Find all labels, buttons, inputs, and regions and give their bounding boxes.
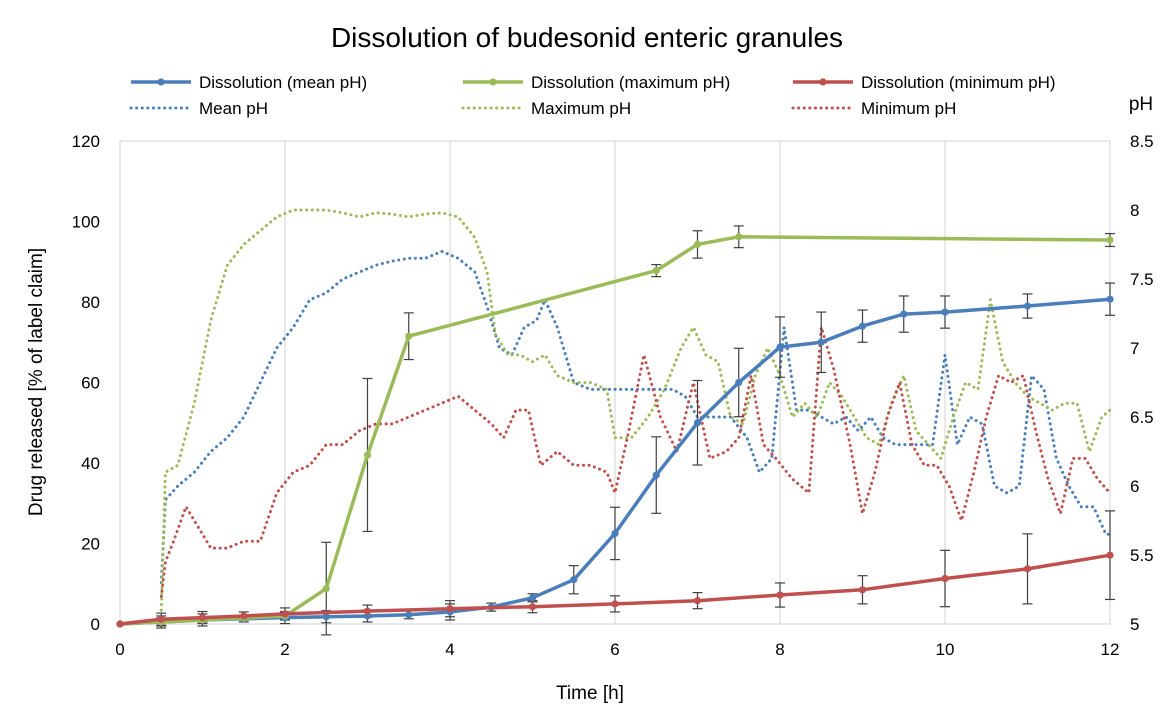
x-tick-label: 6 <box>610 640 619 659</box>
legend-label-dissolution-minimum-ph: Dissolution (minimum pH) <box>861 73 1056 92</box>
x-tick-label: 12 <box>1101 640 1120 659</box>
legend-label-minimum-ph: Minimum pH <box>861 99 956 118</box>
y-tick-label: 60 <box>81 374 100 393</box>
data-point-dissolution-minimum-ph <box>446 605 454 613</box>
legend-marker-dissolution-mean-ph <box>157 78 165 86</box>
y2-tick-label: 6.5 <box>1130 408 1154 427</box>
gridlines <box>284 141 946 624</box>
x-tick-label: 10 <box>936 640 955 659</box>
y2-tick-label: 8.5 <box>1130 132 1154 151</box>
data-point-dissolution-mean-ph <box>900 310 908 318</box>
plot-frame <box>119 140 1111 625</box>
series-line-maximum-ph <box>159 208 1112 612</box>
data-point-dissolution-mean-ph <box>611 529 619 538</box>
data-point-dissolution-minimum-ph <box>693 597 702 605</box>
data-point-dissolution-mean-ph <box>570 576 578 584</box>
data-point-dissolution-maximum-ph <box>322 584 330 593</box>
data-point-dissolution-mean-ph <box>322 613 330 621</box>
y2-tick-label: 5.5 <box>1130 546 1154 565</box>
x-tick-label: 2 <box>280 640 289 659</box>
legend-label-maximum-ph: Maximum pH <box>531 99 631 118</box>
data-point-dissolution-minimum-ph <box>941 574 949 583</box>
legend-marker-dissolution-maximum-ph <box>489 78 497 86</box>
data-point-dissolution-minimum-ph <box>528 603 537 611</box>
ph-series-layer <box>159 208 1112 612</box>
y-tick-label: 100 <box>72 213 100 232</box>
data-point-dissolution-mean-ph <box>528 594 537 602</box>
data-point-dissolution-minimum-ph <box>157 615 165 623</box>
data-point-dissolution-mean-ph <box>776 343 784 351</box>
data-point-dissolution-minimum-ph <box>858 586 867 594</box>
data-point-dissolution-maximum-ph <box>405 332 413 340</box>
data-point-dissolution-minimum-ph <box>611 600 619 608</box>
data-point-dissolution-mean-ph <box>735 378 743 387</box>
error-bars-layer <box>156 225 1115 636</box>
data-point-dissolution-mean-ph <box>858 322 867 330</box>
data-point-dissolution-mean-ph <box>1106 295 1114 303</box>
data-point-dissolution-minimum-ph <box>363 607 372 615</box>
data-point-dissolution-mean-ph <box>941 308 949 316</box>
y2-tick-label: 7.5 <box>1130 270 1154 289</box>
data-point-dissolution-maximum-ph <box>652 267 660 275</box>
series-line-dissolution-maximum-ph <box>118 235 1112 626</box>
data-point-dissolution-maximum-ph <box>693 240 702 249</box>
y2-tick-label: 7 <box>1130 339 1139 358</box>
series-line-minimum-ph <box>159 325 1112 598</box>
data-point-dissolution-minimum-ph <box>281 610 289 618</box>
legend-label-mean-ph: Mean pH <box>199 99 268 118</box>
y-tick-label: 120 <box>72 132 100 151</box>
x-tick-label: 0 <box>115 640 124 659</box>
data-point-dissolution-mean-ph <box>817 338 825 346</box>
x-tick-label: 8 <box>775 640 784 659</box>
y-tick-label: 0 <box>91 615 100 634</box>
legend-label-dissolution-mean-ph: Dissolution (mean pH) <box>199 73 367 92</box>
x-tick-label: 4 <box>445 640 454 659</box>
legend-marker-dissolution-minimum-ph <box>819 78 827 86</box>
y-tick-label: 20 <box>81 535 100 554</box>
legend-label-dissolution-maximum-ph: Dissolution (maximum pH) <box>531 73 730 92</box>
y2-tick-label: 6 <box>1130 477 1139 496</box>
data-point-dissolution-mean-ph <box>693 419 702 427</box>
data-point-dissolution-minimum-ph <box>776 591 784 599</box>
y2-axis-title: pH <box>1129 94 1153 115</box>
data-point-dissolution-minimum-ph <box>198 613 207 622</box>
chart-title: Dissolution of budesonid enteric granule… <box>331 22 843 53</box>
data-point-dissolution-maximum-ph <box>363 451 372 459</box>
x-axis-title: Time [h] <box>556 683 624 704</box>
series-line-mean-ph <box>159 249 1112 585</box>
y-tick-label: 40 <box>81 454 100 473</box>
dissolution-series-layer <box>116 233 1114 628</box>
y-axis-title: Drug released [% of label claim] <box>26 248 47 516</box>
data-point-dissolution-minimum-ph <box>240 612 248 620</box>
data-point-dissolution-maximum-ph <box>1106 236 1114 244</box>
data-point-dissolution-minimum-ph <box>1106 551 1114 559</box>
legend: Dissolution (mean pH) Dissolution (maximu… <box>129 73 1056 118</box>
data-point-dissolution-mean-ph <box>1023 302 1032 310</box>
y-tick-label: 80 <box>81 293 100 312</box>
data-point-dissolution-mean-ph <box>652 471 660 479</box>
y2-tick-label: 8 <box>1130 201 1139 220</box>
data-point-dissolution-maximum-ph <box>735 233 743 241</box>
data-point-dissolution-minimum-ph <box>1023 565 1032 573</box>
data-point-dissolution-minimum-ph <box>116 620 124 628</box>
y2-tick-label: 5 <box>1130 615 1139 634</box>
data-point-dissolution-mean-ph <box>405 611 413 619</box>
